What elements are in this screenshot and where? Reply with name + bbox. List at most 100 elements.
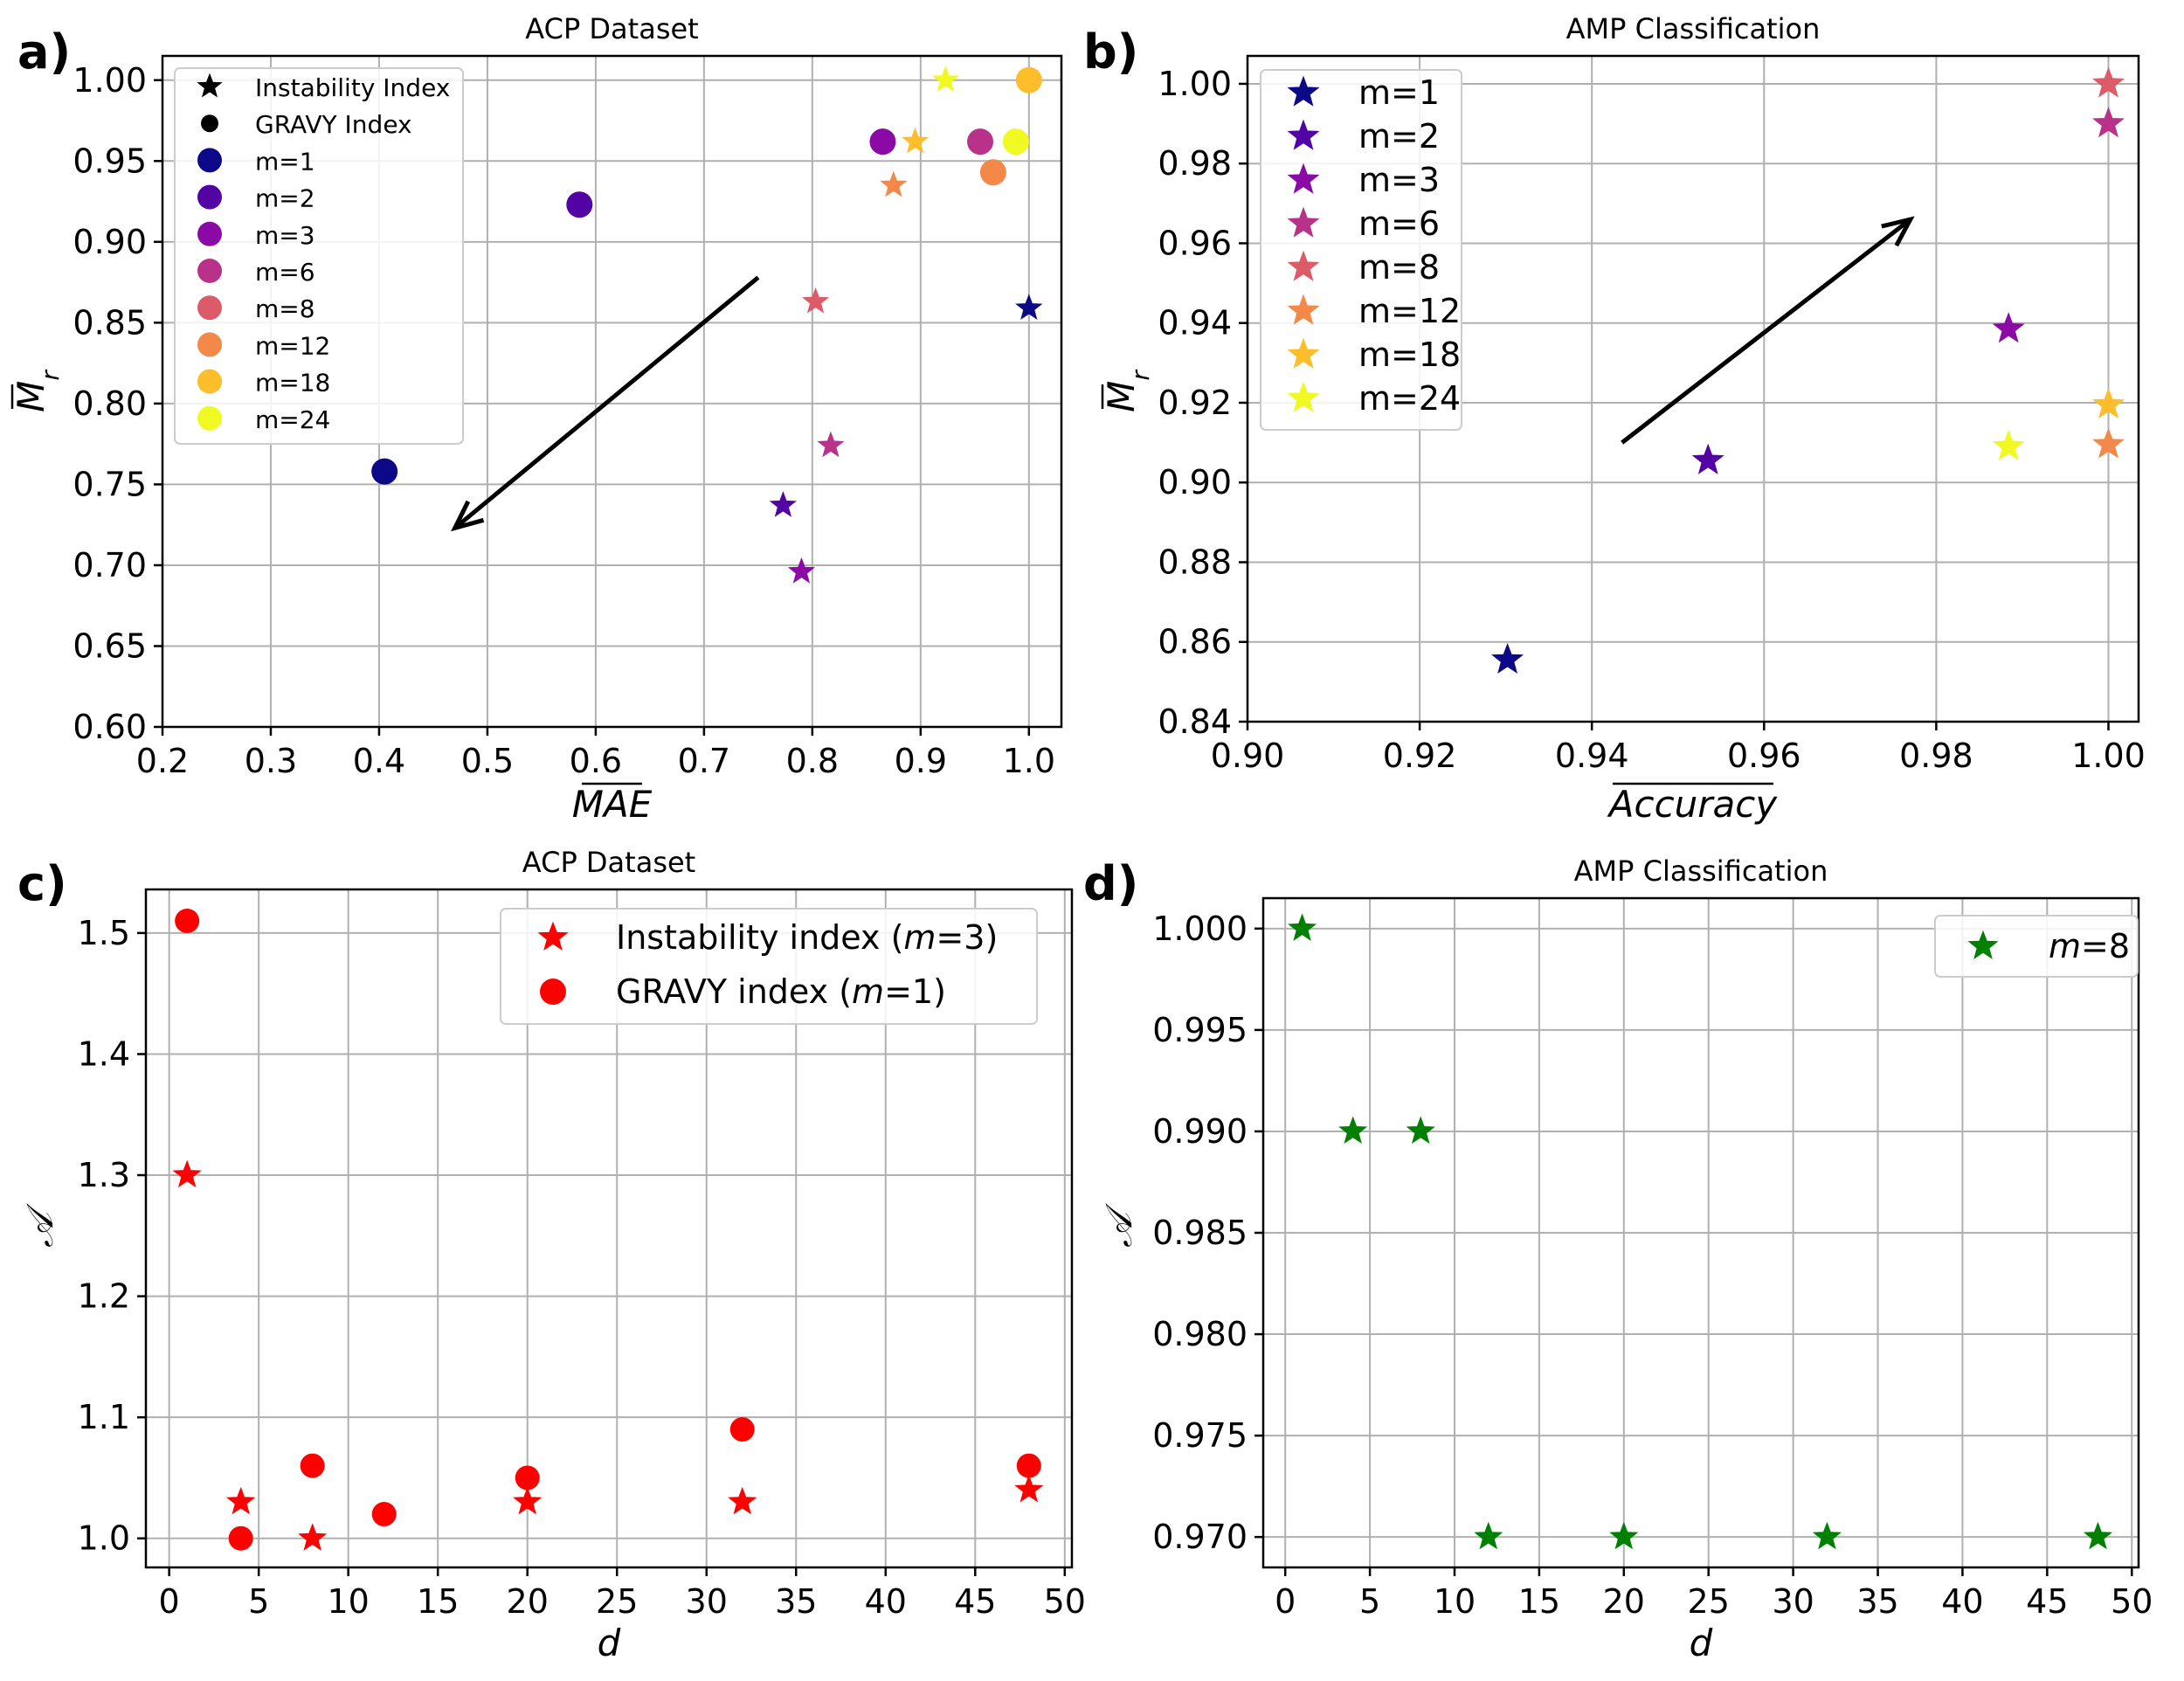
y-tick-label: 1.000: [1152, 910, 1248, 948]
plot-frame: [1261, 896, 2140, 1569]
y-tick-label: 0.85: [73, 303, 147, 342]
x-tick-label: 0.96: [1727, 737, 1801, 775]
y-axis-label-group: Mr: [1100, 370, 1155, 412]
y-axis-label: 𝒜: [18, 1203, 61, 1248]
x-axis-label: MAE: [572, 783, 653, 826]
legend-marker-star: [1287, 294, 1320, 325]
data-marks: [172, 909, 1044, 1551]
data-point-circle: [371, 458, 398, 485]
data-point-star: [1338, 1116, 1368, 1145]
y-tick-label: 1.5: [78, 914, 130, 952]
data-point-circle: [1015, 66, 1042, 93]
legend-marker-circle: [197, 259, 222, 283]
data-point-circle: [967, 128, 994, 156]
legend-marker-star: [1287, 250, 1320, 281]
x-tick-label: 0.8: [786, 742, 839, 780]
y-tick-label: 0.70: [73, 546, 147, 585]
x-tick-label: 5: [1359, 1582, 1380, 1621]
data-point-star: [1491, 642, 1524, 674]
legend-marker-circle: [197, 148, 222, 173]
y-tick-label: 0.86: [1158, 623, 1232, 661]
x-tick-label: 0.6: [570, 742, 622, 780]
y-tick-label: 1.0: [78, 1519, 130, 1558]
data-point-circle: [566, 191, 593, 218]
x-tick-label: 15: [1518, 1582, 1560, 1621]
data-point-star: [902, 127, 930, 154]
x-tick-label: 0: [1275, 1582, 1296, 1621]
data-point-star: [1992, 312, 2025, 343]
legend-label: Instability index (m=3): [616, 918, 998, 957]
legend: m=1 m=2 m=3 m=6 m=8 m=12 m=18 m=24: [1260, 69, 1462, 431]
x-tick-label: 20: [507, 1582, 549, 1621]
x-tick-label: 10: [328, 1582, 370, 1621]
data-point-circle: [300, 1453, 325, 1478]
legend-label: m=18: [1358, 336, 1461, 374]
legend-label: GRAVY Index: [255, 110, 412, 139]
y-tick-label: 0.84: [1158, 702, 1232, 741]
legend-label: m=8: [2049, 927, 2130, 965]
legend-marker-circle: [540, 979, 566, 1005]
x-tick-label: 0: [159, 1582, 180, 1621]
x-tick-label: 40: [865, 1582, 907, 1621]
data-point-circle: [1002, 128, 1029, 156]
y-axis-label-group: 𝒜: [1097, 1203, 1140, 1248]
data-point-star: [513, 1486, 543, 1515]
y-tick-label: 0.970: [1152, 1518, 1248, 1556]
y-tick-label: 0.92: [1158, 384, 1232, 422]
legend: Instability index (m=3) GRAVY index (m=1): [500, 908, 1038, 1025]
legend-label: m=3: [1358, 161, 1440, 199]
legend-marker-star: [1287, 381, 1320, 412]
y-tick-label: 0.96: [1158, 224, 1232, 262]
x-tick-label: 10: [1434, 1582, 1476, 1621]
x-tick-label: 35: [1856, 1582, 1898, 1621]
plot-frame: [161, 54, 1063, 729]
x-tick-label: 0.5: [461, 742, 514, 780]
data-point-circle: [729, 1417, 755, 1442]
y-tick-label: 0.985: [1152, 1214, 1248, 1252]
data-point-star: [801, 287, 830, 314]
x-tick-label: 45: [954, 1582, 996, 1621]
legend-box: [174, 67, 464, 445]
chart-title: ACP Dataset: [525, 12, 698, 45]
data-point-star: [1406, 1116, 1435, 1145]
legend-marker-star: [197, 73, 223, 98]
data-point-star: [1812, 1521, 1842, 1550]
y-tick-label: 0.60: [73, 708, 147, 746]
x-tick-label: 30: [1772, 1582, 1814, 1621]
data-point-star: [298, 1523, 328, 1551]
x-tick-label: 25: [596, 1582, 638, 1621]
panel-a: 0.2 0.3 0.4 0.5 0.6 0.7 0.8 0.9 1.0 0.60 0.65 0.70 0…: [10, 12, 1063, 826]
x-tick-label: 40: [1941, 1582, 1983, 1621]
x-tick-label: 15: [417, 1582, 459, 1621]
x-tick-label: 0.94: [1555, 737, 1629, 775]
y-tick-label: 0.975: [1152, 1416, 1248, 1455]
data-point-star: [226, 1486, 256, 1515]
y-tick-label: 0.990: [1152, 1112, 1248, 1151]
x-tick-label: 30: [686, 1582, 728, 1621]
x-axis-label: d: [598, 1622, 621, 1664]
legend-box: [1934, 915, 2139, 978]
y-tick-label: 1.00: [1158, 65, 1232, 103]
x-tick-label: 0.4: [353, 742, 405, 780]
data-point-star: [787, 557, 816, 584]
legend-marker-star: [537, 921, 569, 951]
data-point-circle: [1016, 1453, 1041, 1478]
y-tick-label: 1.1: [78, 1398, 130, 1436]
legend-label: m=8: [255, 294, 315, 323]
y-tick-label: 1.00: [73, 61, 147, 100]
trend-arrow-shaft: [1621, 218, 1912, 445]
legend-marker-circle: [201, 114, 218, 133]
y-axis-label-group: 𝒜: [18, 1203, 61, 1248]
chart-title: ACP Dataset: [522, 846, 695, 879]
legend-label: m=24: [255, 405, 330, 434]
legend-marker-star: [1287, 75, 1320, 107]
x-tick-label: 0.2: [136, 742, 189, 780]
x-axis-label: Accuracy: [1607, 783, 1779, 826]
legend-marker-circle: [197, 295, 222, 321]
x-tick-label: 0.9: [895, 742, 947, 780]
legend-label: m=6: [255, 258, 315, 287]
x-axis-label: d: [1690, 1622, 1713, 1664]
legend: m=8: [1934, 915, 2139, 978]
x-tick-label: 0.7: [678, 742, 730, 780]
legend-label: m=18: [255, 369, 330, 398]
